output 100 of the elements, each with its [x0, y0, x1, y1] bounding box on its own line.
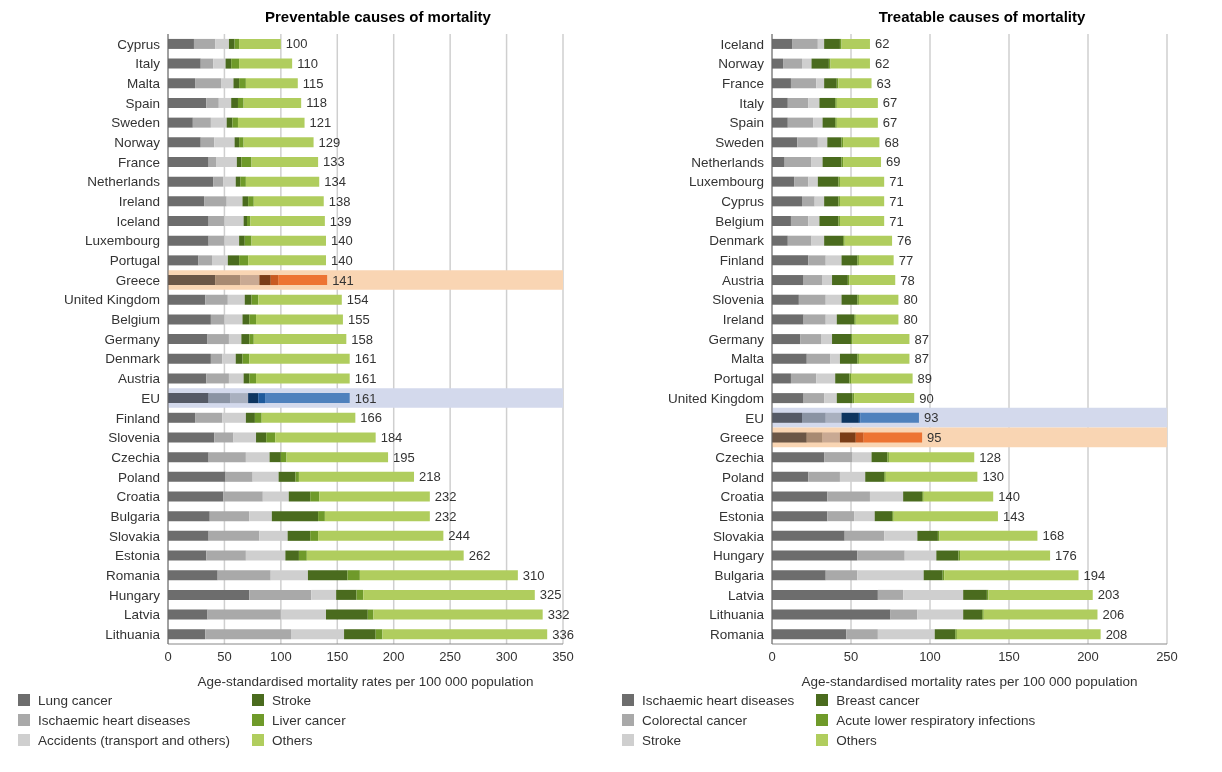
- total-label: 232: [434, 489, 457, 504]
- total-label: 87: [914, 331, 929, 347]
- y-tick-label: EU: [745, 410, 764, 426]
- total-label: 76: [897, 233, 912, 249]
- y-tick-label: Iceland: [720, 36, 764, 52]
- y-tick-label: United Kingdom: [667, 390, 764, 406]
- y-tick-label: Hungary: [712, 548, 765, 564]
- total-label: 69: [886, 154, 901, 170]
- x-tick-label: 300: [495, 649, 518, 665]
- y-tick-label: Portugal: [109, 253, 160, 269]
- total-label: 62: [874, 56, 890, 72]
- legend-label: Stroke: [272, 692, 312, 708]
- y-tick-label: Sweden: [715, 135, 764, 151]
- y-tick-label: Bulgaria: [714, 567, 765, 583]
- y-tick-label: Finland: [719, 253, 764, 269]
- y-tick-label: Poland: [117, 469, 160, 485]
- legend-label: Breast cancer: [836, 692, 920, 708]
- y-tick-label: Netherlands: [691, 154, 765, 170]
- x-axis-title: Age-standardised mortality rates per 100 000 population: [801, 674, 1138, 689]
- x-tick-label: 250: [439, 649, 461, 665]
- total-label: 161: [354, 351, 377, 367]
- total-label: 161: [354, 370, 377, 386]
- total-label: 176: [1055, 548, 1077, 564]
- x-tick-label: 0: [164, 649, 172, 665]
- total-label: 140: [331, 252, 353, 268]
- total-label: 133: [323, 154, 345, 170]
- y-tick-label: Estonia: [114, 548, 161, 564]
- y-tick-label: Germany: [104, 331, 161, 347]
- total-label: 140: [331, 233, 353, 249]
- total-label: 194: [1083, 567, 1106, 583]
- total-label: 310: [522, 567, 545, 583]
- y-tick-label: United Kingdom: [63, 292, 160, 308]
- total-label: 232: [434, 508, 457, 524]
- legend-label: Accidents (transport and others): [38, 732, 231, 748]
- y-tick-label: Croatia: [720, 489, 765, 505]
- total-label: 77: [898, 252, 914, 268]
- total-label: 129: [318, 134, 341, 150]
- y-tick-label: Austria: [117, 371, 161, 387]
- y-tick-label: Cyprus: [721, 194, 765, 210]
- total-label: 93: [923, 410, 939, 426]
- total-label: 184: [380, 429, 403, 445]
- total-label: 67: [882, 95, 898, 111]
- total-label: 78: [900, 272, 915, 288]
- x-tick-label: 200: [382, 649, 405, 665]
- total-label: 115: [302, 75, 324, 91]
- total-label: 158: [351, 331, 374, 347]
- x-axis-title: Age-standardised mortality rates per 100 000 population: [197, 674, 534, 689]
- y-tick-label: Germany: [708, 331, 765, 347]
- y-tick-label: Poland: [721, 469, 764, 485]
- x-tick-label: 100: [919, 649, 941, 665]
- y-tick-label: Latvia: [727, 587, 765, 603]
- y-tick-label: Austria: [721, 272, 765, 288]
- total-label: 80: [903, 292, 918, 308]
- y-tick-label: Slovakia: [712, 528, 765, 544]
- total-label: 139: [329, 213, 352, 229]
- y-tick-label: Italy: [739, 95, 765, 111]
- total-label: 128: [979, 449, 1001, 465]
- y-tick-label: Slovenia: [712, 292, 765, 308]
- y-tick-label: Malta: [730, 351, 765, 367]
- y-tick-label: Greece: [719, 430, 764, 446]
- total-label: 195: [393, 449, 415, 465]
- total-label: 203: [1097, 587, 1120, 603]
- x-tick-label: 50: [217, 649, 232, 665]
- y-tick-label: Iceland: [116, 213, 160, 229]
- total-label: 100: [285, 36, 308, 52]
- y-tick-label: Belgium: [715, 213, 764, 229]
- total-label: 90: [919, 390, 934, 406]
- x-tick-label: 350: [552, 649, 574, 665]
- y-tick-label: Malta: [126, 75, 161, 91]
- y-tick-label: Czechia: [111, 449, 161, 465]
- total-label: 71: [889, 174, 904, 190]
- chart-title: Preventable causes of mortality: [264, 8, 492, 27]
- y-tick-label: Denmark: [105, 351, 161, 367]
- total-label: 87: [914, 351, 929, 367]
- total-label: 206: [1102, 607, 1125, 623]
- y-tick-label: Norway: [718, 56, 765, 72]
- total-label: 332: [547, 607, 570, 623]
- y-tick-label: Luxembourg: [84, 233, 160, 249]
- total-label: 80: [903, 311, 918, 327]
- y-tick-label: Romania: [709, 626, 765, 642]
- total-label: 95: [927, 429, 942, 445]
- y-tick-label: Estonia: [718, 508, 765, 524]
- total-label: 244: [448, 528, 471, 544]
- legend-label: Ischaemic heart diseases: [642, 692, 795, 708]
- y-tick-label: Belgium: [111, 312, 160, 328]
- y-tick-label: Lithuania: [709, 607, 765, 623]
- total-label: 138: [328, 193, 351, 209]
- total-label: 161: [354, 390, 377, 406]
- x-tick-label: 100: [270, 649, 292, 665]
- legend-label: Acute lower respiratory infections: [836, 712, 1036, 728]
- y-tick-label: Sweden: [111, 115, 160, 131]
- legend-label: Liver cancer: [272, 712, 346, 728]
- total-label: 118: [306, 95, 327, 111]
- total-label: 89: [917, 370, 933, 386]
- total-label: 155: [347, 311, 370, 327]
- x-tick-label: 250: [1156, 649, 1178, 665]
- chart-title: Treatable causes of mortality: [877, 8, 1087, 27]
- legend-label: Ischaemic heart diseases: [38, 712, 191, 728]
- y-tick-label: Latvia: [123, 607, 161, 623]
- y-tick-label: Bulgaria: [110, 508, 161, 524]
